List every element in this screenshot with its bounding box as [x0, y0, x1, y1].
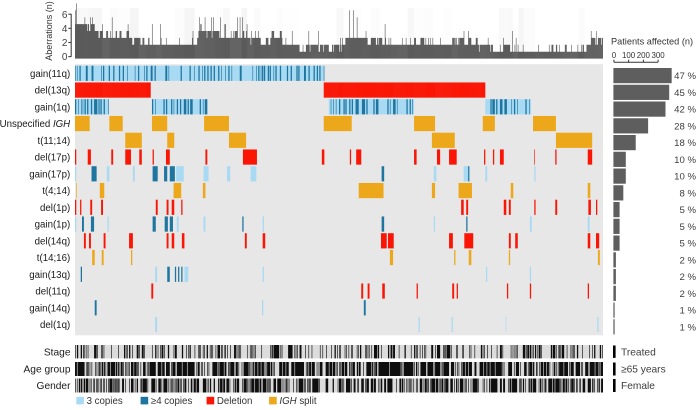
svg-text:42 %: 42 % [674, 105, 696, 116]
svg-text:4: 4 [62, 24, 68, 35]
svg-text:Stage: Stage [44, 347, 71, 358]
svg-text:10 %: 10 % [674, 172, 696, 183]
svg-text:gain(14q): gain(14q) [29, 303, 70, 314]
svg-text:0: 0 [62, 52, 68, 63]
svg-text:del(1p): del(1p) [40, 203, 70, 214]
svg-text:del(17p): del(17p) [35, 153, 71, 164]
svg-text:gain(17p): gain(17p) [29, 169, 70, 180]
svg-text:Aberrations (n): Aberrations (n) [44, 1, 54, 61]
svg-text:≥4 copies: ≥4 copies [151, 396, 193, 407]
svg-text:del(11q): del(11q) [35, 287, 70, 298]
svg-text:100: 100 [622, 51, 636, 60]
svg-text:6: 6 [62, 10, 68, 21]
svg-text:5 %: 5 % [679, 222, 696, 233]
svg-text:3 copies: 3 copies [87, 396, 123, 407]
svg-text:2: 2 [62, 38, 68, 49]
svg-text:10 %: 10 % [674, 155, 696, 166]
svg-text:Patients affected (n): Patients affected (n) [611, 36, 693, 46]
svg-text:45 %: 45 % [674, 88, 696, 99]
svg-text:2 %: 2 % [679, 272, 696, 283]
svg-text:28 %: 28 % [674, 121, 696, 132]
svg-text:1 %: 1 % [679, 306, 696, 317]
svg-text:0: 0 [612, 51, 617, 60]
svg-text:200: 200 [637, 51, 651, 60]
svg-text:t(14;16): t(14;16) [37, 253, 70, 264]
svg-text:5 %: 5 % [679, 239, 696, 250]
svg-text:2 %: 2 % [679, 289, 696, 300]
svg-text:gain(1p): gain(1p) [35, 220, 71, 231]
svg-text:8 %: 8 % [679, 188, 696, 199]
svg-text:gain(1q): gain(1q) [35, 102, 71, 113]
svg-text:del(14q): del(14q) [35, 236, 71, 247]
svg-text:Unspecified IGH: Unspecified IGH [0, 119, 70, 130]
svg-text:IGH split: IGH split [279, 396, 316, 407]
svg-text:gain(11q): gain(11q) [30, 69, 70, 80]
svg-text:18 %: 18 % [674, 138, 696, 149]
svg-text:gain(13q): gain(13q) [29, 270, 70, 281]
svg-text:Age group: Age group [23, 365, 70, 376]
svg-text:5 %: 5 % [679, 205, 696, 216]
svg-text:1 %: 1 % [679, 322, 696, 333]
svg-text:del(13q): del(13q) [35, 86, 71, 97]
svg-text:Treated: Treated [621, 347, 656, 358]
svg-text:2 %: 2 % [679, 255, 696, 266]
svg-text:Deletion: Deletion [217, 396, 253, 407]
svg-text:Gender: Gender [37, 381, 72, 392]
svg-text:300: 300 [652, 51, 666, 60]
svg-text:Female: Female [621, 381, 655, 392]
svg-text:del(1q): del(1q) [40, 320, 70, 331]
svg-text:t(11;14): t(11;14) [38, 136, 71, 147]
svg-text:t(4;14): t(4;14) [42, 186, 70, 197]
svg-text:≥65 years: ≥65 years [621, 365, 666, 376]
svg-text:47 %: 47 % [674, 71, 696, 82]
